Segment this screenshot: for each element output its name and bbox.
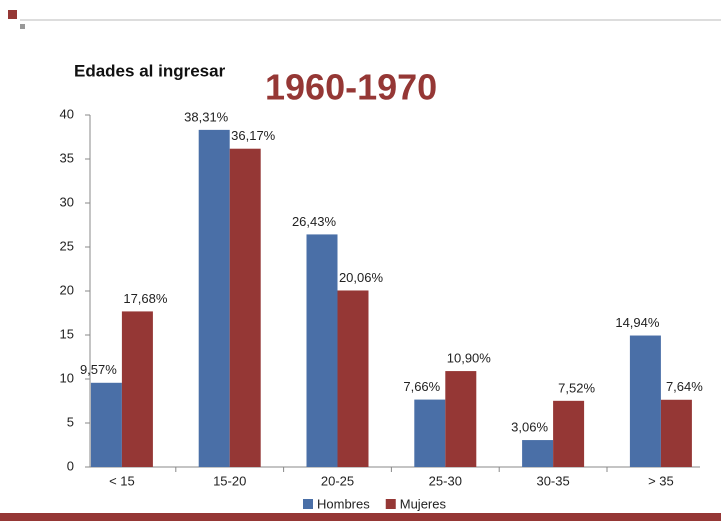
value-label: 7,64% <box>666 379 703 394</box>
value-label: 14,94% <box>615 315 660 330</box>
bar <box>198 129 230 467</box>
bar <box>337 290 369 467</box>
x-tick-label: > 35 <box>648 473 674 488</box>
value-label: 3,06% <box>511 420 548 435</box>
x-tick-label: 15-20 <box>213 473 246 488</box>
legend-label: Mujeres <box>400 496 447 511</box>
y-tick-label: 10 <box>60 370 74 385</box>
y-tick-label: 40 <box>60 106 74 121</box>
bar <box>414 399 446 467</box>
decor-square <box>20 24 25 29</box>
value-label: 9,57% <box>80 362 117 377</box>
bar <box>522 440 554 467</box>
bar <box>660 399 692 467</box>
y-tick-label: 15 <box>60 326 74 341</box>
bar <box>90 382 122 467</box>
y-tick-label: 30 <box>60 194 74 209</box>
y-tick-label: 20 <box>60 282 74 297</box>
bar <box>445 371 477 467</box>
bar <box>629 335 661 467</box>
decor-bar <box>0 513 721 521</box>
bar <box>306 234 338 467</box>
x-tick-label: 30-35 <box>536 473 569 488</box>
x-tick-label: 20-25 <box>321 473 354 488</box>
value-label: 26,43% <box>292 214 337 229</box>
value-label: 36,17% <box>231 128 276 143</box>
legend-swatch <box>303 499 313 509</box>
chart-subtitle: 1960-1970 <box>265 67 437 108</box>
x-tick-label: < 15 <box>109 473 135 488</box>
y-tick-label: 25 <box>60 238 74 253</box>
x-tick-label: 25-30 <box>429 473 462 488</box>
bar <box>553 400 585 467</box>
value-label: 7,52% <box>558 380 595 395</box>
decor-square <box>8 10 17 19</box>
legend-swatch <box>385 499 396 509</box>
bar <box>121 311 153 467</box>
bar <box>229 148 261 468</box>
value-label: 38,31% <box>184 109 229 124</box>
value-label: 10,90% <box>447 351 492 366</box>
value-label: 17,68% <box>123 291 168 306</box>
value-label: 7,66% <box>403 379 440 394</box>
legend-label: Hombres <box>317 496 370 511</box>
value-label: 20,06% <box>339 270 384 285</box>
y-tick-label: 5 <box>67 414 74 429</box>
y-tick-label: 0 <box>67 458 74 473</box>
y-tick-label: 35 <box>60 150 74 165</box>
chart-title: Edades al ingresar <box>74 61 226 80</box>
